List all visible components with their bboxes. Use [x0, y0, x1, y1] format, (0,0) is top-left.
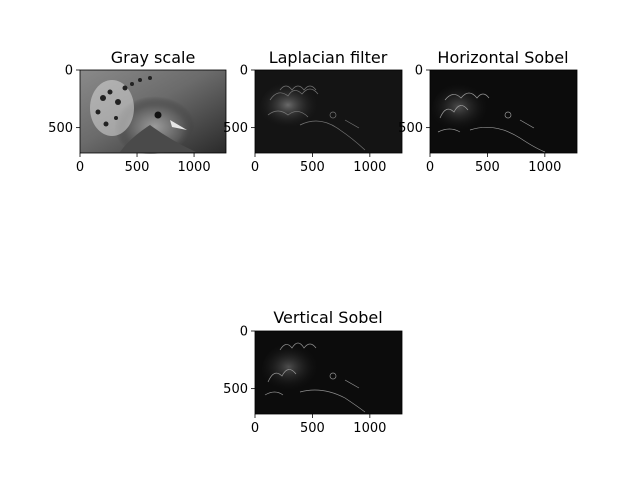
panel-title: Laplacian filter	[269, 48, 388, 67]
axes-layer: 0 500 1000 0 500 0 500 1000 0 500 0 500 1000 0 500 0 500…	[48, 64, 561, 437]
y-tick-label: 0	[240, 64, 248, 79]
x-tick-label: 1000	[353, 160, 386, 175]
image-vertical-sobel	[255, 331, 402, 414]
x-tick-label: 500	[475, 160, 500, 175]
panel-title: Vertical Sobel	[273, 308, 382, 327]
x-tick-label: 500	[300, 160, 325, 175]
x-tick-label: 0	[426, 160, 434, 175]
panel-vertical-sobel: Vertical Sobel	[254, 308, 403, 415]
x-tick-label: 500	[125, 160, 150, 175]
panel-title: Gray scale	[111, 48, 196, 67]
panel-horizontal-sobel: Horizontal Sobel	[429, 48, 578, 154]
y-tick-label: 0	[415, 64, 423, 79]
panel-gray-scale: Gray scale	[79, 48, 227, 154]
panel-title: Horizontal Sobel	[437, 48, 568, 67]
y-tick-label: 0	[240, 325, 248, 340]
x-tick-label: 0	[251, 160, 259, 175]
x-tick-label: 1000	[178, 160, 211, 175]
panel-laplacian: Laplacian filter	[254, 48, 403, 154]
x-tick-label: 1000	[528, 160, 561, 175]
y-tick-label: 500	[223, 121, 248, 136]
y-tick-label: 500	[48, 121, 73, 136]
y-tick-label: 500	[223, 382, 248, 397]
x-tick-label: 0	[251, 421, 259, 436]
y-tick-label: 0	[65, 64, 73, 79]
x-tick-label: 500	[300, 421, 325, 436]
image-gray-scale	[80, 70, 226, 154]
y-tick-label: 500	[398, 121, 423, 136]
x-tick-label: 0	[76, 160, 84, 175]
image-laplacian	[255, 70, 402, 153]
image-horizontal-sobel	[430, 70, 577, 153]
x-tick-label: 1000	[353, 421, 386, 436]
